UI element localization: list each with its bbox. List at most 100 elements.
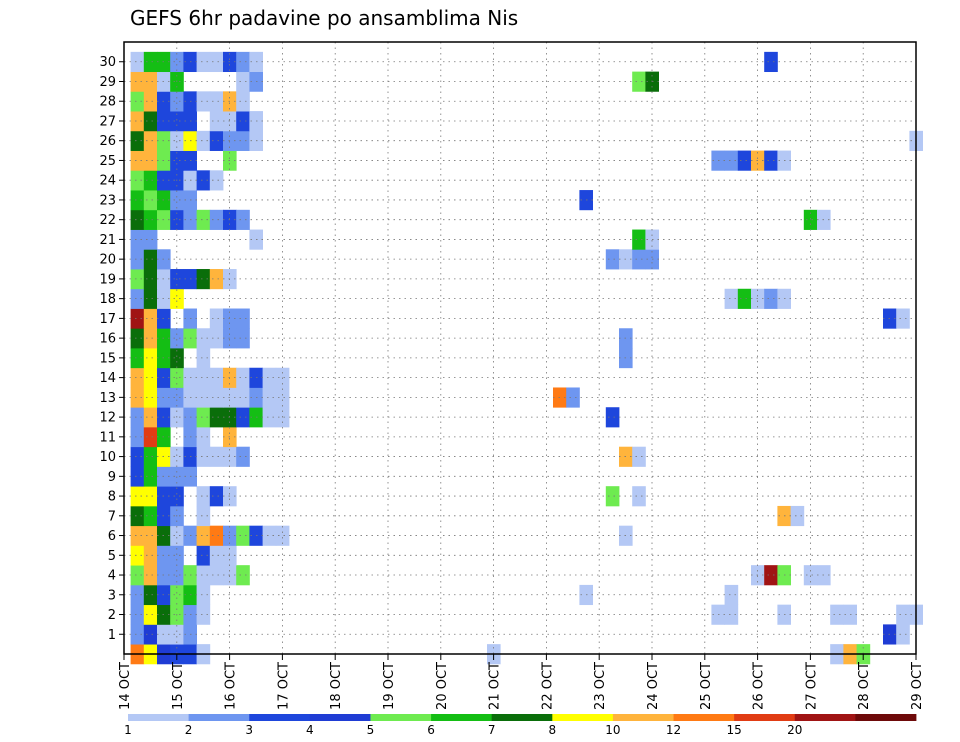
precip-cell xyxy=(196,446,211,467)
x-tick-label: 27 OCT xyxy=(804,662,819,710)
colorbar-swatch xyxy=(249,714,311,721)
precip-cell xyxy=(236,51,250,73)
precip-cell xyxy=(262,525,277,546)
precip-cell xyxy=(130,387,145,408)
colorbar-label: 6 xyxy=(427,723,435,737)
colorbar-swatch xyxy=(612,714,674,721)
x-tick-label: 15 OCT xyxy=(171,662,186,710)
precip-cell xyxy=(830,604,844,625)
precip-cell xyxy=(262,407,277,428)
precip-cell xyxy=(196,604,211,625)
precip-cell xyxy=(143,71,158,92)
y-tick-label: 2 xyxy=(108,608,116,623)
y-tick-label: 20 xyxy=(99,253,116,268)
precip-cell xyxy=(130,308,145,329)
colorbar-label: 3 xyxy=(245,723,253,737)
precip-cell xyxy=(236,407,250,428)
y-tick-label: 11 xyxy=(99,430,116,445)
colorbar-swatch xyxy=(188,714,250,721)
precip-cell xyxy=(196,328,211,349)
precip-cell xyxy=(209,486,224,507)
y-tick-label: 4 xyxy=(108,569,116,584)
y-tick-label: 7 xyxy=(108,509,116,524)
precip-cell xyxy=(196,348,211,369)
precip-cell xyxy=(896,604,910,625)
precip-cell xyxy=(170,130,184,151)
colorbar-swatch xyxy=(734,714,796,721)
precip-cell xyxy=(143,624,158,645)
precip-cell xyxy=(737,288,752,309)
x-tick-label: 28 OCT xyxy=(857,662,872,710)
precip-cell xyxy=(143,150,158,171)
x-tick-label: 18 OCT xyxy=(329,662,344,710)
precip-cell xyxy=(209,565,224,586)
precip-cell xyxy=(143,111,158,132)
precip-cell xyxy=(130,229,145,250)
colorbar-swatch xyxy=(491,714,553,721)
precip-cell xyxy=(130,328,145,349)
precip-cell xyxy=(143,446,158,467)
y-tick-label: 15 xyxy=(99,351,116,366)
grid-lines xyxy=(124,42,916,654)
precip-cell xyxy=(143,426,158,448)
precip-cell xyxy=(196,209,211,230)
precip-cell xyxy=(196,130,211,151)
precip-cell xyxy=(130,288,145,309)
precip-cell xyxy=(632,249,646,270)
precip-cell xyxy=(605,249,620,270)
y-tick-label: 22 xyxy=(99,213,116,228)
precip-cell xyxy=(724,584,739,606)
precip-cell xyxy=(143,308,158,329)
colorbar-label: 2 xyxy=(185,723,193,737)
colorbar-swatch xyxy=(855,714,917,721)
precip-cell xyxy=(209,328,224,349)
precip-cell xyxy=(170,624,184,645)
precip-cell xyxy=(724,288,739,309)
precip-cell xyxy=(803,209,818,230)
precip-cell xyxy=(196,584,211,606)
y-tick-label: 9 xyxy=(108,470,116,485)
colorbar-swatch xyxy=(552,714,614,721)
precip-cell xyxy=(764,565,778,586)
precip-cell xyxy=(737,150,752,171)
chart-title: GEFS 6hr padavine po ansamblima Nis xyxy=(130,6,519,30)
colorbar-label: 7 xyxy=(488,723,496,737)
precip-cell xyxy=(130,209,145,230)
precip-cell xyxy=(236,71,250,92)
x-tick-label: 25 OCT xyxy=(699,662,714,710)
x-tick-label: 16 OCT xyxy=(224,662,239,710)
precip-cell xyxy=(724,604,739,625)
precip-cell xyxy=(143,249,158,270)
precip-cell xyxy=(130,486,145,507)
colorbar-label: 15 xyxy=(727,723,742,737)
precip-cell xyxy=(170,584,184,606)
precip-cell xyxy=(143,51,158,73)
precip-cell xyxy=(143,209,158,230)
precip-cell xyxy=(209,51,224,73)
precip-cell xyxy=(130,604,145,625)
precip-cell xyxy=(130,71,145,92)
precip-cell xyxy=(143,367,158,388)
precip-cell xyxy=(632,446,646,467)
y-tick-label: 14 xyxy=(99,371,116,386)
precip-cell xyxy=(209,111,224,132)
colorbar-swatch xyxy=(128,714,190,721)
precip-cell xyxy=(262,387,277,408)
x-tick-label: 29 OCT xyxy=(910,662,925,710)
precip-cell xyxy=(130,170,145,191)
y-tick-label: 23 xyxy=(99,193,116,208)
precip-cell xyxy=(209,170,224,191)
precip-cell xyxy=(130,407,145,428)
y-tick-label: 25 xyxy=(99,154,116,169)
precip-cell xyxy=(130,367,145,388)
precip-cell xyxy=(130,51,145,73)
precip-cell xyxy=(170,111,184,132)
precip-cell xyxy=(196,91,211,112)
precip-cell xyxy=(130,565,145,586)
precip-cell xyxy=(209,308,224,329)
precip-cell xyxy=(170,328,184,349)
precip-cell xyxy=(196,51,211,73)
precip-cell xyxy=(236,209,250,230)
precip-cell xyxy=(632,486,646,507)
